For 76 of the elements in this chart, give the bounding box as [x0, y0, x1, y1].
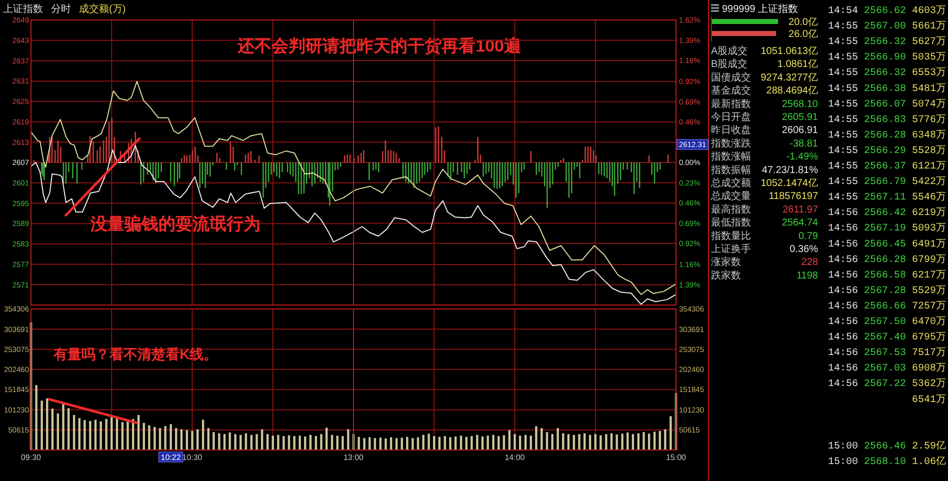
text: 47.23/1.81% [762, 164, 818, 176]
annotation: 10:22 [160, 453, 182, 462]
text: 成交额(万) [79, 3, 126, 15]
text: 总成交量 [710, 190, 751, 202]
text: 0.36% [790, 244, 818, 255]
text: 14:56 2567.53 7517万 [828, 347, 946, 360]
text: 2605.91 [782, 112, 818, 123]
text: 118576197 [768, 191, 818, 202]
text: 14:54 2566.62 4603万 [828, 5, 946, 17]
text: 26.0亿 [788, 29, 818, 40]
text: 1.0861亿 [777, 59, 818, 70]
text: 14:56 2566.45 6491万 [828, 238, 946, 250]
text: 指数涨跌 [710, 137, 751, 150]
text: 最新指数 [711, 98, 751, 110]
text: 今日开盘 [711, 111, 751, 123]
text: 总成交额 [710, 177, 751, 189]
text: 14:55 2567.00 5661万 [828, 20, 946, 33]
text: 14:55 2566.32 5627万 [828, 36, 946, 48]
text: 国债成交 [711, 71, 751, 84]
x-tick-label: 15:00 [666, 453, 687, 462]
text: 指数涨幅 [710, 150, 751, 163]
text: 228 [801, 257, 818, 268]
text: A股成交 [711, 45, 748, 57]
text: 14:56 2567.40 6795万 [828, 332, 946, 344]
text: 999999 上证指数 [722, 3, 798, 15]
text: 14:55 2566.32 6553万 [828, 67, 946, 80]
text: 9274.3277亿 [760, 72, 818, 84]
text: 1052.1474亿 [760, 178, 818, 189]
text: 14:56 2566.58 6217万 [828, 269, 946, 282]
text: 14:55 2566.37 6121万 [828, 160, 946, 172]
text: 2611.97 [782, 204, 818, 216]
x-tick-label: 14:00 [504, 453, 526, 462]
text: 14:56 2567.03 6908万 [828, 362, 946, 375]
text: 14:56 2567.50 6470万 [828, 316, 946, 328]
text: 涨家数 [711, 256, 741, 268]
text: 14:56 2567.19 5093万 [828, 222, 946, 235]
x-tick-label: 09:30 [20, 453, 42, 462]
text: 14:55 2566.07 5074万 [828, 98, 946, 110]
text: 最高指数 [711, 203, 751, 216]
text: 2606.91 [782, 125, 818, 136]
text: 14:55 2566.83 5776万 [828, 114, 946, 126]
text: 最低指数 [711, 216, 751, 229]
text: 14:56 2567.22 5362万 [828, 378, 946, 390]
text: 14:55 2566.79 5422万 [828, 176, 946, 188]
text: 1198 [796, 270, 818, 282]
chart-title: 上证指数 [3, 3, 43, 15]
text: 14:55 2566.29 5528万 [828, 144, 946, 157]
x-tick-label: 10:30 [182, 453, 203, 462]
text: -38.81 [790, 138, 818, 150]
text: 14:56 2567.28 5529万 [828, 284, 946, 297]
text: 14:56 2566.42 6219万 [828, 207, 946, 220]
x-tick-label: 13:00 [343, 453, 364, 462]
text: 1051.0613亿 [760, 46, 818, 57]
text: 指数振幅 [710, 164, 751, 176]
text: 0.79 [798, 230, 818, 242]
text: B股成交 [711, 58, 748, 70]
chart-subtitle: 分时 [51, 3, 71, 15]
text: 指数量比 [710, 230, 751, 242]
text: 14:55 2566.90 5035万 [828, 52, 946, 64]
text: -1.49% [786, 152, 818, 163]
text: 2564.74 [782, 218, 818, 229]
text: 昨日收盘 [711, 124, 751, 136]
text: 15:00 2566.46 2.59亿 [828, 440, 946, 452]
text: 14:55 2566.28 6348万 [828, 129, 946, 142]
text: 15:00 2568.10 1.06亿 [828, 456, 946, 468]
text: 20.0亿 [788, 17, 818, 28]
text: 14:55 2567.11 5546万 [828, 192, 946, 204]
text: 288.4694亿 [766, 86, 818, 97]
text: 基金成交 [711, 84, 751, 97]
text: 2568.10 [782, 98, 818, 110]
text: 跌家数 [711, 269, 741, 282]
text: 上证换手 [711, 243, 751, 255]
text: 14:55 2566.38 5481万 [828, 82, 946, 95]
text: 14:56 2566.66 7257万 [828, 300, 946, 312]
text: 14:56 2566.28 6799万 [828, 254, 946, 266]
text: 6541万 [912, 394, 946, 406]
